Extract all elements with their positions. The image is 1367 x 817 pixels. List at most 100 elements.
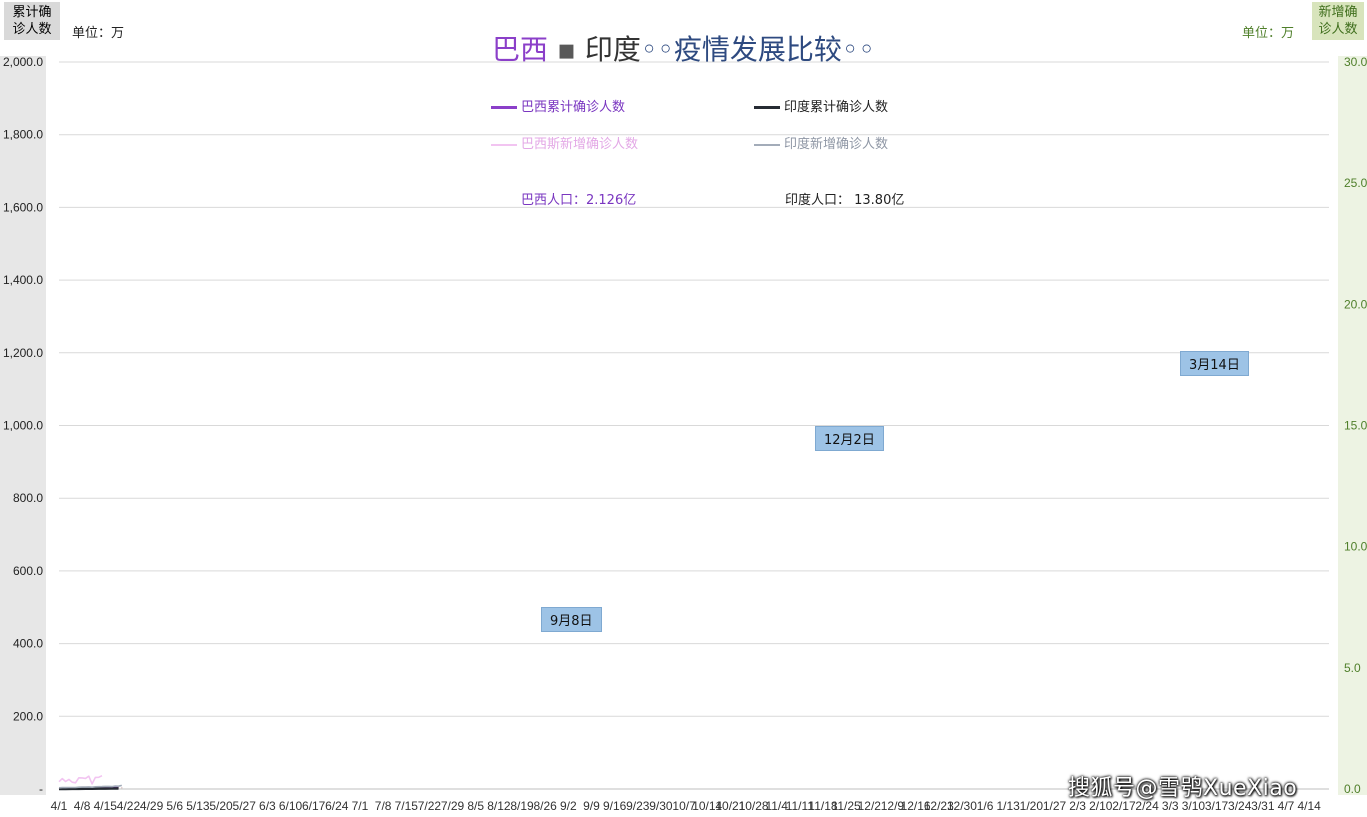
x-tick-label: 10/7	[672, 799, 696, 813]
x-tick-label: 5/13	[186, 799, 210, 813]
title-rest: ◦◦疫情发展比较◦◦	[640, 33, 875, 66]
x-tick-label: 7/15	[395, 799, 419, 813]
x-tick-label: 4/7	[1278, 799, 1295, 813]
x-tick-label: 12/2	[858, 799, 882, 813]
x-tick-label: 1/20	[1020, 799, 1044, 813]
x-tick-label: 7/22	[418, 799, 442, 813]
x-tick-label: 3/3	[1162, 799, 1179, 813]
right-axis-ticks: 0.0 5.0 10.0 15.0 20.0 25.0 30.0	[1338, 55, 1367, 796]
x-tick-label: 12/30	[947, 799, 977, 813]
x-tick-label: 8/26	[533, 799, 557, 813]
legend-india-cumulative: 印度累计确诊人数	[754, 96, 888, 115]
x-tick-label: 3/31	[1251, 799, 1275, 813]
callout-mar-14: 3月14日	[1180, 351, 1249, 376]
x-tick-label: 9/9	[583, 799, 600, 813]
x-tick-label: 6/24	[325, 799, 349, 813]
x-tick-label: 9/23	[626, 799, 650, 813]
legend-label: 印度累计确诊人数	[784, 100, 889, 115]
x-tick-label: 5/6	[166, 799, 183, 813]
left-tick-label: 200.0	[13, 709, 43, 723]
x-tick-label: 1/13	[997, 799, 1021, 813]
callout-dec-2: 12月2日	[815, 426, 884, 451]
x-tick-label: 7/8	[375, 799, 392, 813]
right-tick-label: 25.0	[1344, 176, 1367, 190]
x-tick-label: 9/16	[603, 799, 627, 813]
x-tick-label: 2/24	[1135, 799, 1159, 813]
x-tick-label: 8/5	[467, 799, 484, 813]
x-tick-label: 6/17	[302, 799, 326, 813]
gridlines	[59, 61, 1329, 790]
x-tick-label: 12/9	[881, 799, 905, 813]
x-tick-label: 4/22	[117, 799, 141, 813]
x-tick-label: 4/29	[140, 799, 164, 813]
x-tick-label: 4/15	[94, 799, 118, 813]
x-tick-label: 1/6	[977, 799, 994, 813]
x-tick-label: 5/27	[233, 799, 257, 813]
x-tick-label: 12/23	[924, 799, 954, 813]
x-tick-label: 10/21	[715, 799, 745, 813]
series-line	[58, 784, 122, 789]
x-tick-label: 6/3	[259, 799, 276, 813]
left-tick-label: 2,000.0	[3, 55, 43, 69]
x-tick-label: 10/28	[739, 799, 769, 813]
x-tick-label: 7/29	[441, 799, 465, 813]
x-axis-ticks: 4/1 4/8 4/15 4/22 4/29 5/6 5/13 5/20 5/27 6/3 6/10…	[51, 799, 1322, 813]
legend-swatch	[754, 106, 780, 109]
x-tick-label: 6/10	[279, 799, 303, 813]
left-tick-label: 800.0	[13, 491, 43, 505]
x-tick-label: 2/17	[1112, 799, 1136, 813]
x-tick-label: 8/12	[487, 799, 511, 813]
left-tick-label: 1,200.0	[3, 346, 43, 360]
legend-india-new: 印度新增确诊人数	[754, 133, 888, 152]
x-tick-label: 11/4	[765, 799, 788, 813]
right-axis-title: 新增确诊人数	[1312, 2, 1364, 40]
series-line	[58, 774, 103, 785]
left-tick-label: 400.0	[13, 637, 43, 651]
right-tick-label: 5.0	[1344, 661, 1361, 675]
x-tick-label: 9/2	[560, 799, 577, 813]
right-tick-label: 10.0	[1344, 540, 1367, 554]
series-lines	[58, 774, 122, 791]
x-tick-label: 12/16	[901, 799, 931, 813]
x-tick-label: 3/10	[1182, 799, 1206, 813]
chart-title: 巴西 ▪ 印度◦◦疫情发展比较◦◦	[0, 28, 1367, 72]
left-tick-label: 1,000.0	[3, 419, 43, 433]
legend-swatch	[491, 106, 517, 109]
x-tick-label: 11/18	[808, 799, 837, 813]
x-tick-label: 3/24	[1228, 799, 1252, 813]
left-tick-label: 1,800.0	[3, 128, 43, 142]
x-tick-label: 11/11	[786, 799, 815, 813]
x-tick-label: 7/1	[352, 799, 369, 813]
x-tick-label: 9/30	[649, 799, 673, 813]
x-tick-label: 2/10	[1089, 799, 1113, 813]
right-axis-strip	[1338, 56, 1367, 795]
x-tick-label: 8/19	[510, 799, 534, 813]
x-tick-label: 10/14	[692, 799, 722, 813]
title-india: 印度	[584, 33, 641, 66]
left-unit-label: 单位：万	[72, 26, 125, 41]
population-india: 印度人口： 13.80亿	[785, 193, 905, 208]
legend-label: 印度新增确诊人数	[784, 137, 889, 152]
x-tick-label: 5/20	[209, 799, 233, 813]
title-brazil: 巴西	[492, 33, 549, 66]
x-tick-label: 1/27	[1043, 799, 1067, 813]
legend-label: 巴西斯新增确诊人数	[521, 137, 639, 152]
left-tick-label: 1,400.0	[3, 273, 43, 287]
x-tick-label: 4/8	[74, 799, 91, 813]
right-tick-label: 20.0	[1344, 297, 1367, 311]
x-tick-label: 3/17	[1205, 799, 1229, 813]
left-tick-label: -	[39, 782, 43, 796]
legend-label: 巴西累计确诊人数	[521, 100, 626, 115]
title-separator: ▪	[556, 33, 576, 66]
series-line	[59, 787, 119, 791]
x-tick-label: 4/1	[51, 799, 68, 813]
left-axis-title: 累计确诊人数	[4, 2, 60, 40]
legend-brazil-new: 巴西斯新增确诊人数	[491, 133, 638, 152]
left-tick-label: 600.0	[13, 564, 43, 578]
x-tick-label: 4/14	[1297, 799, 1321, 813]
population-brazil: 巴西人口：2.126亿	[521, 193, 637, 208]
x-tick-label: 11/25	[832, 799, 861, 813]
right-unit-label: 单位：万	[1242, 26, 1295, 41]
x-tick-label: 2/3	[1069, 799, 1086, 813]
right-tick-label: 0.0	[1344, 782, 1361, 796]
